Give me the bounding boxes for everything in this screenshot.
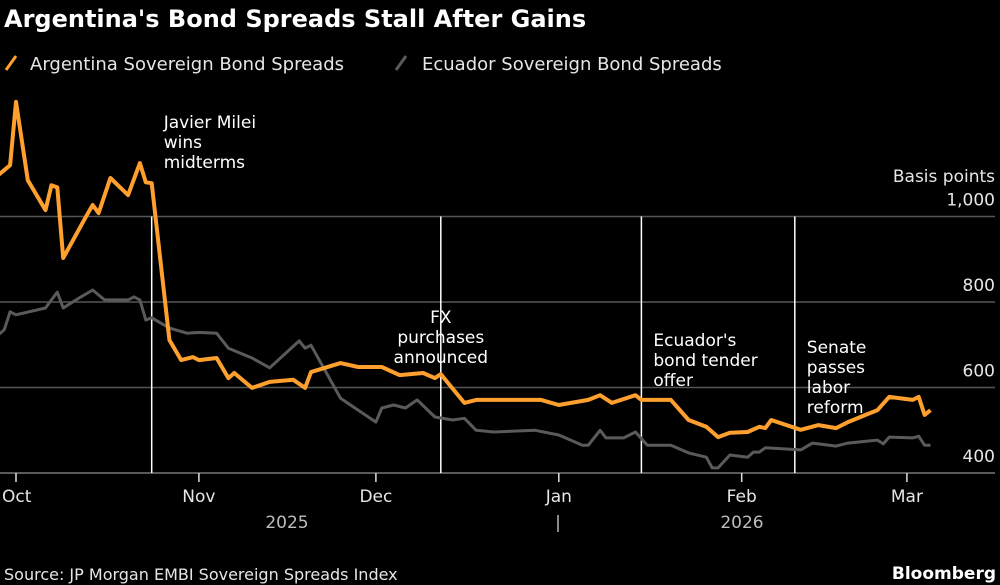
x-tick-label: Feb bbox=[727, 487, 757, 507]
legend-swatch-argentina bbox=[4, 55, 18, 71]
event-annotation-text: FX bbox=[430, 308, 452, 328]
y-tick-label: 800 bbox=[963, 276, 995, 296]
legend: Argentina Sovereign Bond Spreads Ecuador… bbox=[4, 54, 722, 75]
event-annotation-text: Ecuador's bbox=[653, 331, 736, 351]
event-annotation-text: offer bbox=[653, 371, 693, 391]
legend-swatch-ecuador bbox=[394, 55, 408, 71]
y-tick-label: 600 bbox=[963, 362, 995, 382]
x-axis: 2025 | 2026 Oct Nov Dec Jan Feb Mar bbox=[2, 473, 923, 533]
x-tick-label: Jan bbox=[545, 487, 572, 507]
chart-title: Argentina's Bond Spreads Stall After Gai… bbox=[4, 5, 586, 33]
event-annotation-text: bond tender bbox=[653, 351, 757, 371]
y-axis-label: Basis points bbox=[893, 167, 995, 187]
argentina-spread-line bbox=[0, 99, 932, 440]
event-annotation-text: Senate bbox=[807, 338, 867, 358]
x-tick-label: Oct bbox=[2, 487, 32, 507]
x-tick-label: Dec bbox=[359, 487, 392, 507]
y-tick-label: 400 bbox=[963, 447, 995, 467]
x-tick-label: Nov bbox=[182, 487, 215, 507]
year-label-2026: 2026 bbox=[720, 513, 763, 533]
event-annotation-text: announced bbox=[394, 348, 489, 368]
ecuador-spread-line bbox=[0, 288, 931, 470]
legend-label-argentina: Argentina Sovereign Bond Spreads bbox=[30, 54, 344, 75]
y-axis: Basis points 400 600 800 1,000 bbox=[893, 167, 995, 467]
event-annotation-text: purchases bbox=[397, 328, 484, 348]
year-label-2025: 2025 bbox=[265, 513, 308, 533]
event-annotation-text: midterms bbox=[164, 153, 245, 173]
event-annotation-text: reform bbox=[807, 398, 864, 418]
x-tick-label: Mar bbox=[891, 487, 923, 507]
series-lines bbox=[0, 99, 932, 470]
event-annotation-text: passes bbox=[807, 358, 865, 378]
event-annotation-text: wins bbox=[164, 133, 202, 153]
event-annotation-text: Javier Milei bbox=[163, 113, 256, 133]
y-tick-label: 1,000 bbox=[946, 191, 995, 211]
source-note: Source: JP Morgan EMBI Sovereign Spreads… bbox=[4, 565, 398, 584]
legend-label-ecuador: Ecuador Sovereign Bond Spreads bbox=[422, 54, 722, 75]
bloomberg-logo: Bloomberg bbox=[892, 564, 996, 584]
year-separator: | bbox=[555, 513, 561, 533]
event-annotation-text: labor bbox=[807, 378, 850, 398]
